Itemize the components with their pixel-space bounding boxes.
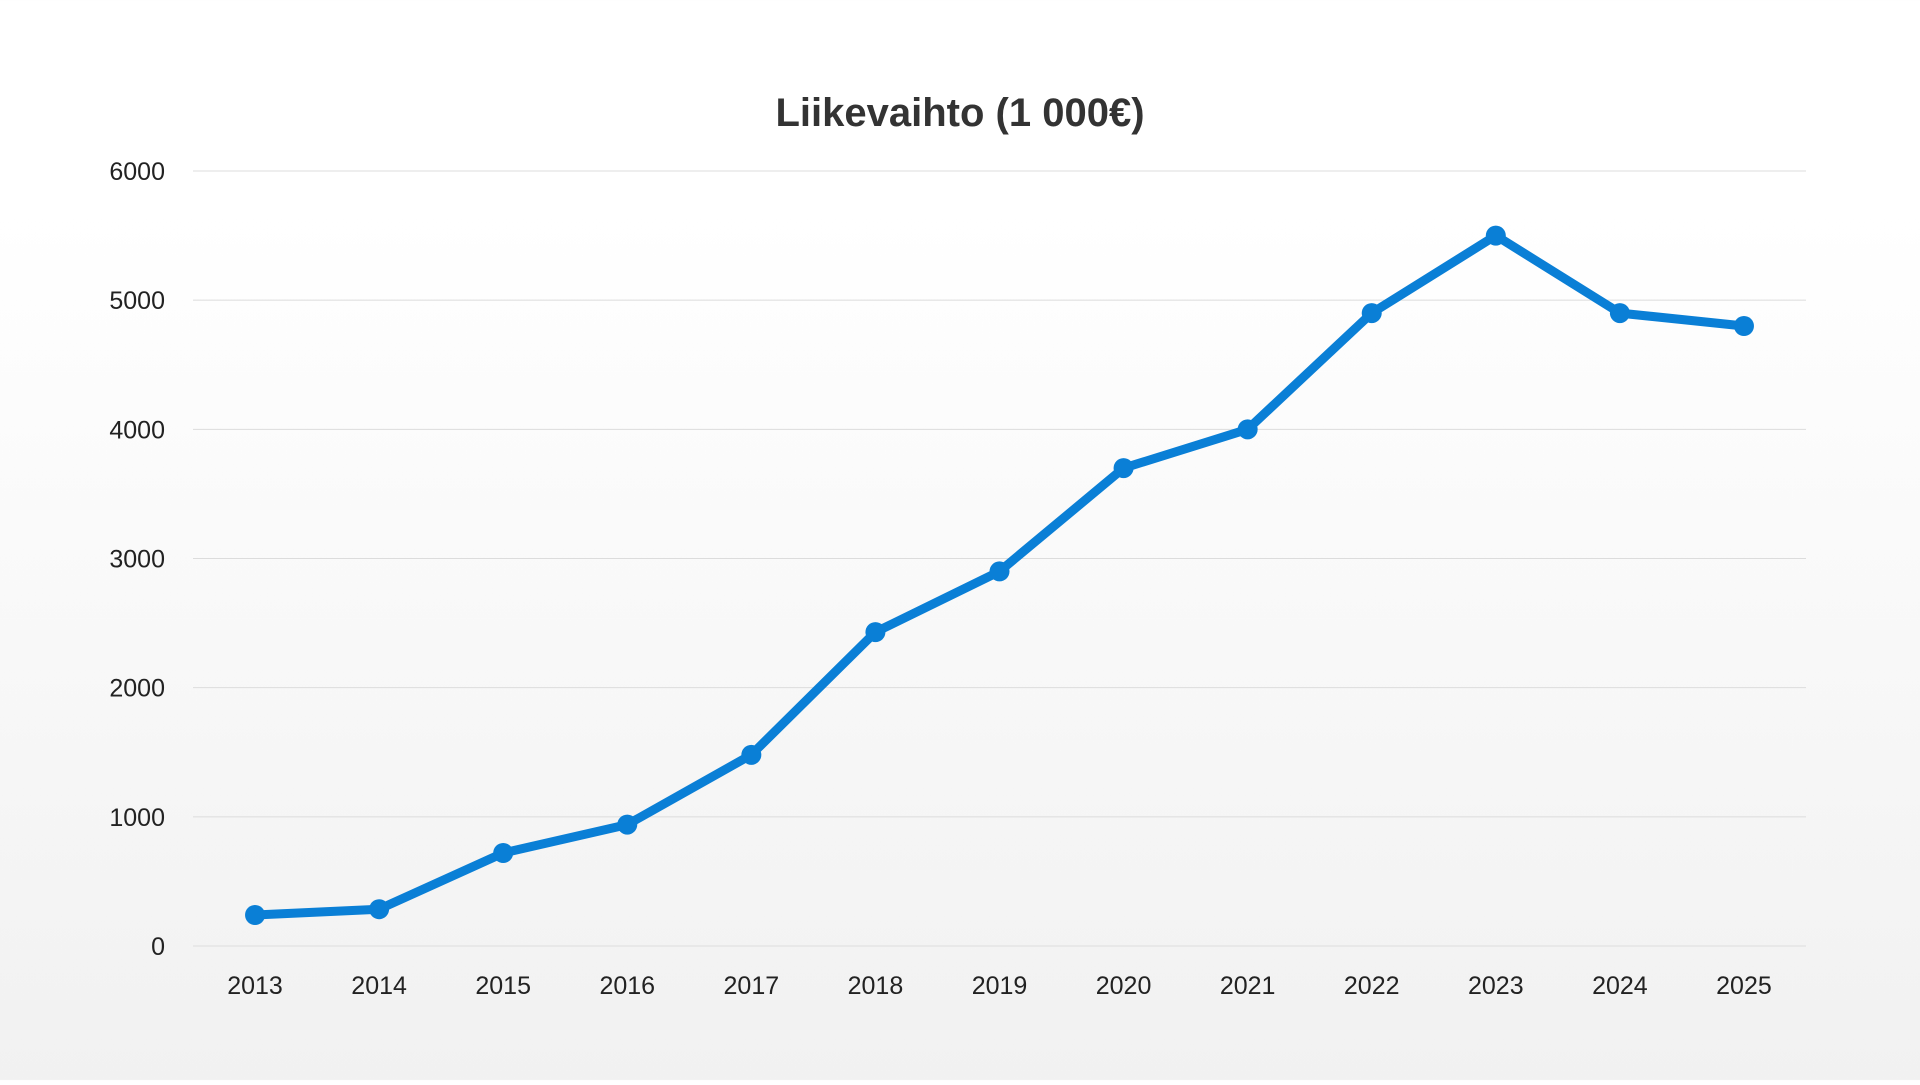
x-tick-label: 2018 <box>848 972 904 1000</box>
y-axis-ticks: 0 1000 2000 3000 4000 5000 6000 <box>109 158 165 961</box>
x-tick-label: 2024 <box>1592 972 1648 1000</box>
x-tick-label: 2017 <box>724 972 780 1000</box>
y-tick-label: 0 <box>151 933 165 961</box>
x-tick-label: 2025 <box>1716 972 1772 1000</box>
data-point-2015 <box>493 843 514 863</box>
x-tick-label: 2022 <box>1344 972 1400 1000</box>
chart-title: Liikevaihto (1 000€) <box>775 91 1144 135</box>
y-tick-label: 4000 <box>109 416 165 444</box>
y-tick-label: 6000 <box>109 158 165 186</box>
data-point-2025 <box>1733 316 1754 336</box>
x-tick-label: 2019 <box>972 972 1028 1000</box>
x-tick-label: 2021 <box>1220 972 1276 1000</box>
data-point-2019 <box>989 561 1010 582</box>
data-point-2014 <box>369 899 390 920</box>
x-axis-ticks: 2013 2014 2015 2016 2017 2018 2019 2020 2021 2022… <box>227 972 1772 1000</box>
data-point-2020 <box>1113 458 1134 479</box>
x-tick-label: 2013 <box>227 972 283 1000</box>
data-point-2017 <box>741 744 762 765</box>
data-point-2016 <box>617 814 638 835</box>
y-tick-label: 3000 <box>109 546 165 574</box>
y-tick-label: 1000 <box>109 804 165 832</box>
x-tick-label: 2014 <box>351 972 407 1000</box>
data-point-2013 <box>245 905 266 925</box>
data-points <box>245 225 1754 925</box>
data-point-2024 <box>1609 303 1630 324</box>
data-point-2021 <box>1237 419 1258 440</box>
y-tick-label: 2000 <box>109 675 165 703</box>
x-tick-label: 2015 <box>475 972 531 1000</box>
x-tick-label: 2023 <box>1468 972 1524 1000</box>
data-point-2022 <box>1361 303 1382 324</box>
gridlines <box>193 170 1806 947</box>
y-tick-label: 5000 <box>109 287 165 315</box>
x-tick-label: 2016 <box>599 972 655 1000</box>
data-point-2023 <box>1485 225 1506 246</box>
x-tick-label: 2020 <box>1096 972 1152 1000</box>
data-point-2018 <box>865 622 886 643</box>
